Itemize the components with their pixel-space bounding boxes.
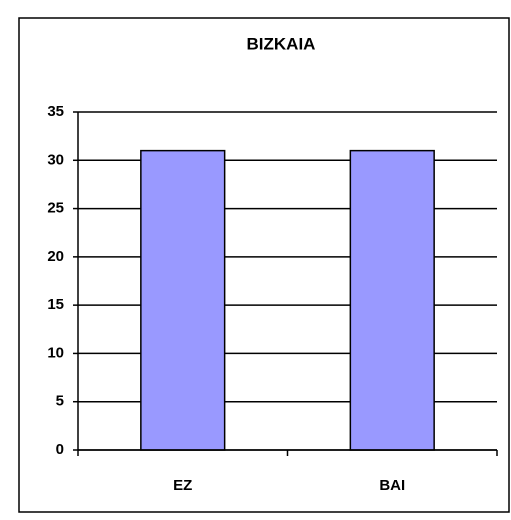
y-tick-label: 5 — [56, 393, 64, 410]
y-tick-label: 25 — [47, 200, 64, 217]
x-tick-label: EZ — [173, 477, 192, 494]
chart-frame — [18, 17, 510, 513]
y-tick-label: 15 — [47, 296, 64, 313]
y-tick-label: 30 — [47, 151, 64, 168]
y-tick-label: 20 — [47, 248, 64, 265]
y-tick-label: 10 — [47, 344, 64, 361]
x-tick-label: BAI — [379, 477, 405, 494]
y-tick-label: 0 — [56, 441, 64, 458]
bar — [349, 149, 435, 451]
bar — [140, 149, 226, 451]
y-tick-label: 35 — [47, 103, 64, 120]
chart-title: BIZKAIA — [247, 34, 316, 53]
